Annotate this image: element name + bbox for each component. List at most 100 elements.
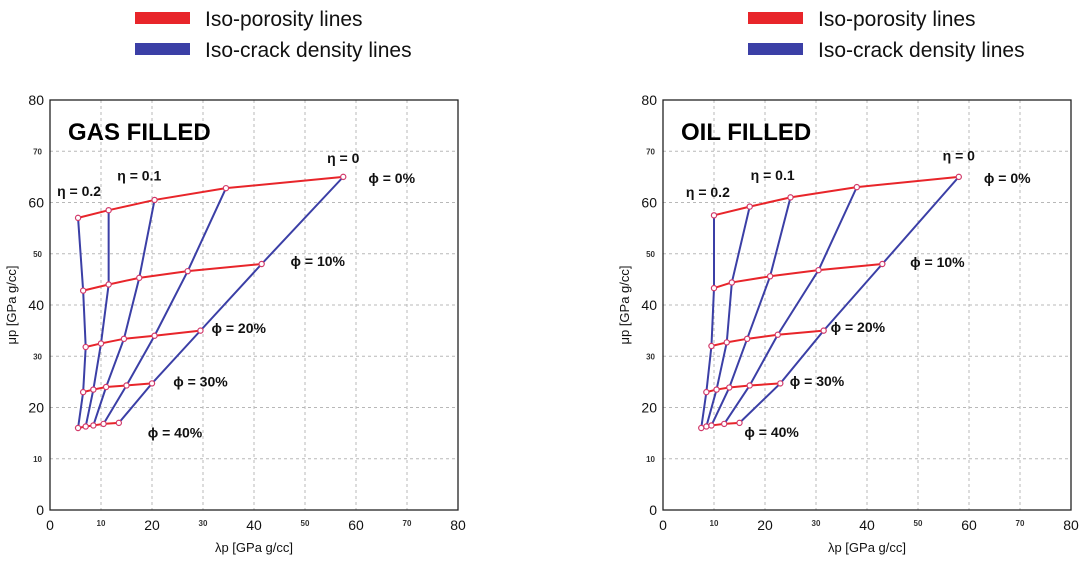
- data-point: [123, 382, 130, 389]
- legend-label-iso-crack: Iso-crack density lines: [818, 39, 1025, 62]
- y-tick-label: 10: [646, 455, 655, 464]
- annotation-group: η = 0 η = 0.1 η = 0.2 ϕ = 0% ϕ = 10% ϕ = 20% ϕ…: [686, 147, 1031, 440]
- iso-crack-density-line: [700, 215, 715, 429]
- annotation-label: ϕ = 10%: [291, 253, 346, 269]
- x-tick-label: 60: [348, 517, 364, 533]
- y-tick-label: 30: [646, 352, 655, 361]
- plot-frame: [662, 99, 1072, 511]
- x-tick-label: 0: [46, 517, 54, 533]
- iso-porosity-line: [713, 263, 883, 290]
- annotation-label: ϕ = 20%: [831, 319, 886, 335]
- data-point: [90, 422, 97, 429]
- legend-label-iso-crack: Iso-crack density lines: [205, 39, 412, 62]
- iso-crack-density-line: [77, 217, 87, 429]
- data-point: [120, 335, 128, 343]
- series-group: [698, 173, 963, 432]
- annotation-label: η = 0.2: [57, 183, 101, 199]
- data-point: [726, 384, 733, 391]
- x-tick-label: 80: [1063, 517, 1079, 533]
- data-point: [105, 206, 112, 214]
- y-tick-label: 80: [641, 92, 657, 108]
- data-point: [222, 184, 230, 192]
- y-tick-label: 30: [33, 352, 42, 361]
- x-tick-label: 50: [301, 519, 310, 528]
- y-tick-label: 20: [641, 400, 657, 416]
- data-point: [151, 196, 158, 204]
- annotation-label: η = 0: [327, 150, 360, 166]
- panel-title: GAS FILLED: [68, 119, 211, 146]
- data-point: [710, 284, 718, 292]
- y-tick-label: 50: [646, 250, 655, 259]
- y-tick-label: 0: [649, 502, 657, 518]
- data-point: [774, 331, 781, 338]
- legend-left: Iso-porosity lines Iso-crack density lin…: [135, 8, 412, 62]
- grid: [50, 100, 458, 510]
- data-point: [74, 424, 82, 432]
- data-point: [97, 340, 105, 347]
- annotation-label: ϕ = 40%: [744, 424, 799, 440]
- x-tick-label: 40: [246, 517, 262, 533]
- x-tick-label: 20: [757, 517, 773, 533]
- chart-panel-oil-filled: 0 10 20 30 40 50 60 70 80 0 10 20 30 40 50 60 70 80 λp [G…: [617, 92, 1079, 555]
- annotation-label: ϕ = 10%: [910, 254, 965, 270]
- data-point: [151, 332, 158, 339]
- chart-panel-gas-filled: 0 10 20 30 40 50 60 70 80 0 10 20 30 40 50 60 70 80 λp [G…: [4, 92, 466, 555]
- y-tick-label: 80: [28, 92, 44, 108]
- panel-title: OIL FILLED: [681, 119, 811, 146]
- grid: [663, 100, 1071, 510]
- iso-crack-density-line: [710, 197, 792, 426]
- legend-swatch-iso-crack: [748, 43, 803, 55]
- data-point: [955, 173, 963, 181]
- data-point: [258, 260, 265, 268]
- data-point: [82, 423, 89, 430]
- data-point: [879, 260, 886, 268]
- x-tick-label: 10: [97, 519, 106, 528]
- x-tick-label: 70: [403, 519, 412, 528]
- annotation-label: ϕ = 20%: [211, 320, 266, 336]
- x-tick-label: 30: [199, 519, 208, 528]
- y-tick-label: 70: [646, 147, 655, 156]
- x-tick-label: 40: [859, 517, 875, 533]
- x-tick-label: 50: [914, 519, 923, 528]
- x-tick-label: 60: [961, 517, 977, 533]
- data-point: [787, 194, 794, 201]
- data-point: [105, 281, 112, 288]
- annotation-label: ϕ = 0%: [368, 170, 415, 186]
- data-point: [743, 335, 751, 343]
- legend-right: Iso-porosity lines Iso-crack density lin…: [748, 8, 1025, 62]
- x-tick-label: 30: [812, 519, 821, 528]
- data-point: [820, 327, 827, 334]
- data-point: [777, 380, 784, 387]
- y-axis-label: μp [GPa g/cc]: [4, 265, 19, 344]
- data-point: [148, 380, 156, 387]
- data-point: [90, 386, 97, 393]
- data-point: [79, 287, 87, 294]
- annotation-label: η = 0: [943, 147, 976, 163]
- x-tick-label: 10: [710, 519, 719, 528]
- plot-frame: [49, 99, 459, 511]
- annotation-label: η = 0.1: [117, 167, 161, 183]
- data-point: [815, 266, 822, 274]
- y-tick-label: 40: [28, 297, 44, 313]
- legend-swatch-iso-crack: [135, 43, 190, 55]
- y-axis-label: μp [GPa g/cc]: [617, 265, 632, 344]
- x-axis-label: λp [GPa g/cc]: [215, 540, 293, 555]
- x-tick-label: 0: [659, 517, 667, 533]
- annotation-label: ϕ = 40%: [148, 425, 203, 441]
- data-point: [708, 342, 715, 350]
- data-point: [136, 274, 143, 282]
- annotation-group: η = 0 η = 0.1 η = 0.2 ϕ = 0% ϕ = 10% ϕ = 20% ϕ…: [57, 150, 416, 441]
- data-point: [746, 382, 753, 389]
- data-point: [197, 327, 204, 334]
- data-point: [703, 388, 710, 396]
- legend-swatch-iso-porosity: [135, 12, 190, 24]
- annotation-label: ϕ = 30%: [173, 373, 228, 389]
- data-point: [102, 383, 110, 391]
- y-tick-label: 60: [28, 195, 44, 211]
- data-point: [82, 343, 89, 351]
- data-point: [340, 173, 347, 181]
- legend-label-iso-porosity: Iso-porosity lines: [205, 8, 363, 31]
- legend-label-iso-porosity: Iso-porosity lines: [818, 8, 976, 31]
- x-tick-label: 20: [144, 517, 160, 533]
